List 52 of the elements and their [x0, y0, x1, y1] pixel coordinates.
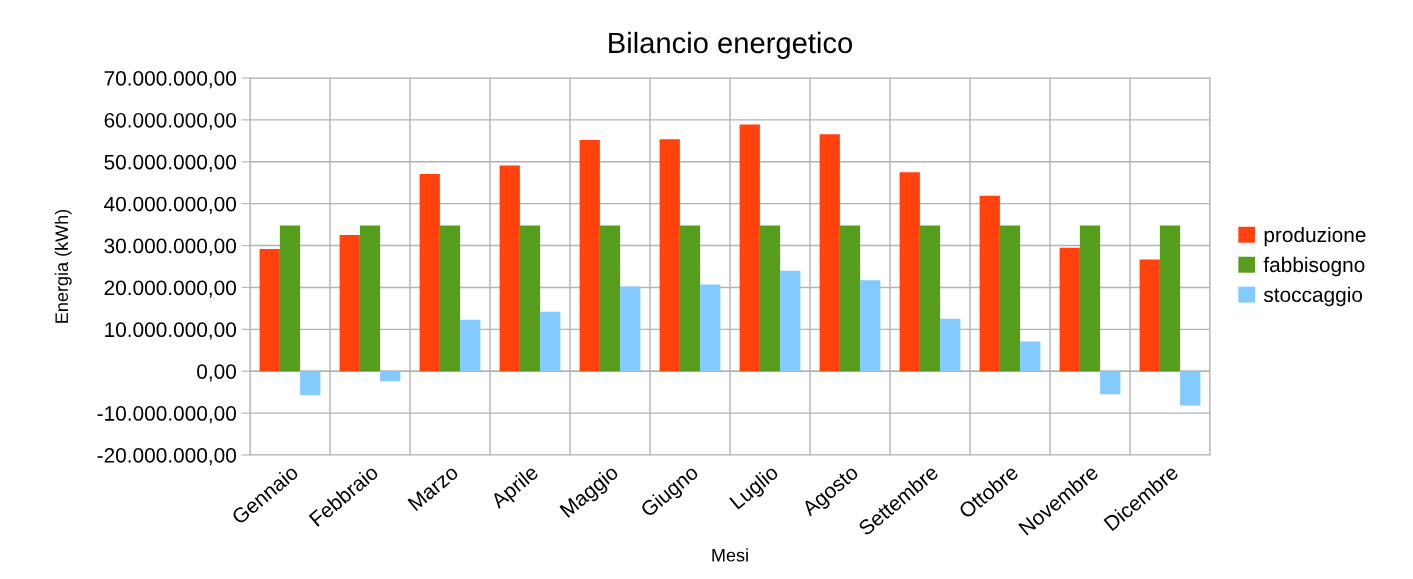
y-tick-label: 60.000.000,00 [104, 112, 236, 131]
y-axis-title: Energia (kWh) [54, 209, 72, 323]
y-tick-label: 0,00 [197, 364, 236, 382]
y-tick-label: 70.000.000,00 [104, 71, 236, 89]
bar [659, 139, 680, 372]
bar [499, 165, 520, 372]
y-tick-label: 40.000.000,00 [104, 196, 236, 214]
bar [1100, 371, 1121, 395]
legend-label: produzione [1264, 226, 1366, 247]
y-tick-label: 10.000.000,00 [105, 322, 236, 340]
legend-label: fabbisogno [1263, 256, 1365, 277]
bar [300, 371, 321, 396]
chart-title: Bilancio energetico [609, 31, 853, 60]
bar [1020, 341, 1041, 372]
bar [1180, 371, 1201, 406]
y-tick-label: 20.000.000,00 [104, 280, 236, 298]
bar [1159, 225, 1181, 372]
bar [860, 280, 881, 372]
bar [620, 286, 641, 372]
bar [739, 124, 760, 372]
legend-label: stoccaggio [1263, 286, 1363, 307]
bar [839, 225, 861, 372]
y-tick-label: 50.000.000,00 [104, 154, 236, 172]
bar [259, 248, 280, 372]
bar [519, 225, 541, 372]
bar [279, 225, 301, 372]
x-axis-title: Mesi [712, 548, 748, 562]
bar [359, 225, 381, 372]
bar [419, 173, 440, 372]
bar [599, 225, 621, 372]
bar [759, 225, 781, 372]
bar [679, 225, 701, 372]
bar [540, 311, 561, 372]
y-tick-label: 30.000.000,00 [104, 238, 236, 256]
bar [899, 172, 920, 372]
bar [819, 134, 840, 372]
bar [1079, 225, 1101, 372]
bar [579, 140, 600, 372]
bar [380, 371, 401, 382]
bar [940, 318, 961, 372]
bar [919, 225, 941, 372]
y-tick-label: -20.000.000,00 [97, 448, 236, 466]
y-tick-label: -10.000.000,00 [97, 406, 236, 424]
bar [439, 225, 461, 372]
bar [780, 270, 801, 372]
bar [979, 195, 1000, 372]
bar [1059, 247, 1080, 372]
bar [999, 225, 1021, 372]
bar [460, 319, 481, 372]
bar [1139, 259, 1160, 372]
bar [339, 235, 360, 372]
bar [700, 284, 721, 372]
